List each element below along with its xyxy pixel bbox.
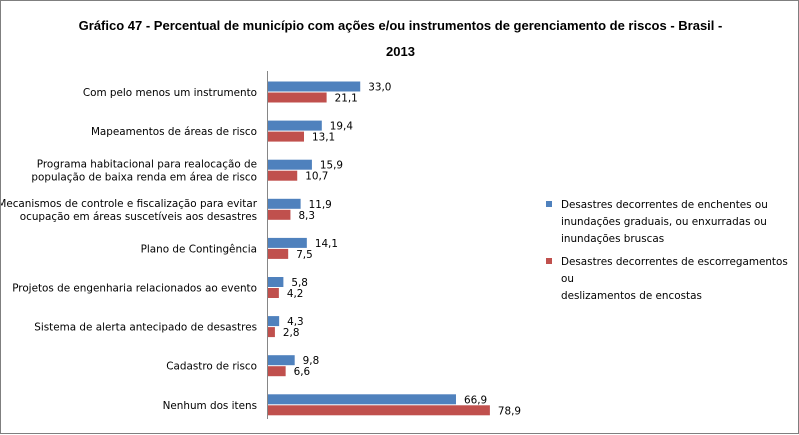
legend-label-series-2: Desastres decorrentes de escorregamentos…	[561, 254, 796, 305]
bar-series-2	[267, 170, 298, 181]
bar-series-1	[267, 198, 301, 209]
data-label: 8,3	[298, 210, 315, 222]
bar-series-2	[267, 209, 291, 220]
data-label: 78,9	[498, 405, 521, 417]
chart-title: Gráfico 47 - Percentual de município com…	[1, 13, 799, 65]
data-label: 33,0	[368, 82, 391, 94]
data-label: 10,7	[305, 171, 328, 183]
bar-series-2	[267, 366, 286, 377]
category-label: Plano de Contingência	[141, 243, 257, 255]
bar-series-1	[267, 120, 322, 131]
bar-series-1	[267, 277, 284, 287]
bar-series-1	[267, 394, 456, 405]
data-label: 15,9	[320, 160, 343, 172]
bar-series-2	[267, 288, 279, 298]
legend-item-series-1: Desastres decorrentes de enchentes ou in…	[546, 197, 796, 248]
legend-item-series-2: Desastres decorrentes de escorregamentos…	[546, 254, 796, 305]
chart-legend: Desastres decorrentes de enchentes ou in…	[546, 197, 796, 311]
category-label: Cadastro de risco	[166, 361, 257, 373]
data-label: 66,9	[464, 394, 487, 406]
data-label: 11,9	[309, 199, 332, 211]
bar-series-1	[267, 355, 295, 366]
category-label: Sistema de alerta antecipado de desastre…	[34, 322, 257, 334]
bar-series-2	[267, 405, 490, 416]
chart-title-line-2: 2013	[386, 44, 415, 59]
data-label: 4,2	[287, 288, 304, 300]
data-label: 14,1	[315, 238, 338, 250]
data-label: 7,5	[296, 249, 313, 261]
legend-swatch-series-1	[546, 201, 552, 207]
bar-series-1	[267, 316, 280, 327]
bar-series-1	[267, 159, 312, 170]
data-label: 13,1	[312, 132, 335, 144]
data-label: 9,8	[303, 355, 320, 367]
legend-label-series-1: Desastres decorrentes de enchentes ou in…	[561, 197, 796, 248]
legend-label-series-1-line: Desastres decorrentes de enchentes ou	[561, 199, 768, 211]
legend-label-series-2-line: Desastres decorrentes de escorregamentos…	[561, 256, 788, 285]
data-label: 21,1	[335, 93, 358, 105]
category-label: Nenhum dos itens	[163, 400, 257, 412]
bar-series-2	[267, 248, 289, 259]
bar-series-1	[267, 237, 307, 248]
data-label: 4,3	[287, 316, 304, 328]
category-label: Mapeamentos de áreas de risco	[91, 126, 257, 138]
bar-series-1	[267, 81, 361, 92]
category-label: Mecanismos de controle e fiscalização pa…	[1, 198, 258, 223]
legend-label-series-2-line: deslizamentos de encostas	[561, 290, 702, 302]
data-label: 5,8	[291, 277, 308, 289]
data-label: 2,8	[283, 327, 300, 339]
chart-title-line-1: Gráfico 47 - Percentual de município com…	[78, 18, 723, 33]
legend-swatch-series-2	[546, 258, 552, 264]
legend-label-series-1-line: inundações graduais, ou enxurradas ou	[561, 216, 767, 228]
category-label: Projetos de engenharia relacionados ao e…	[12, 283, 257, 295]
legend-label-series-1-line: inundações bruscas	[561, 233, 665, 245]
category-label: Com pelo menos um instrumento	[83, 87, 257, 99]
data-label: 19,4	[330, 121, 354, 133]
category-label: Programa habitacional para realocação de…	[31, 159, 257, 184]
bar-series-2	[267, 131, 305, 142]
bar-series-2	[267, 327, 275, 338]
data-label: 6,6	[294, 366, 311, 378]
bar-series-2	[267, 92, 327, 103]
